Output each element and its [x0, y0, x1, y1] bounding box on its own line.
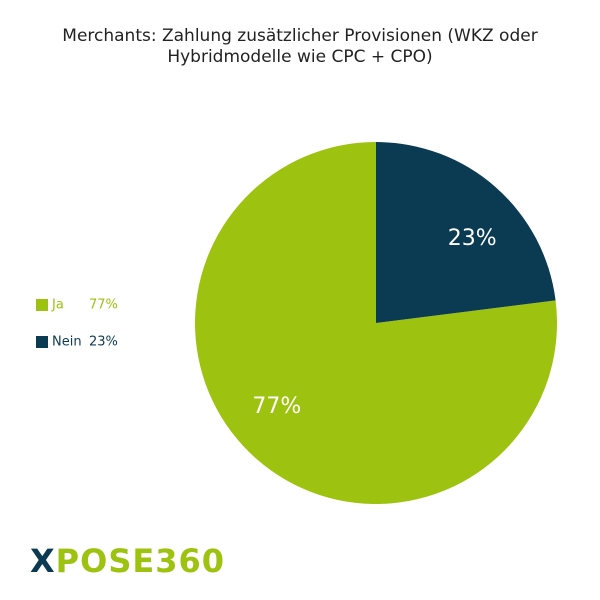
legend-label: Nein: [52, 335, 82, 350]
pie-slice: [376, 142, 556, 323]
legend-swatch: [36, 299, 48, 311]
chart-title: Merchants: Zahlung zusätzlicher Provisio…: [62, 26, 538, 67]
data-label: 23%: [448, 226, 497, 251]
legend-swatch: [36, 336, 48, 348]
legend-label: Ja: [51, 298, 64, 313]
legend-value: 77%: [89, 298, 118, 313]
legend-value: 23%: [89, 335, 118, 350]
logo: XPOSE360: [30, 542, 226, 580]
data-label: 77%: [252, 394, 301, 419]
